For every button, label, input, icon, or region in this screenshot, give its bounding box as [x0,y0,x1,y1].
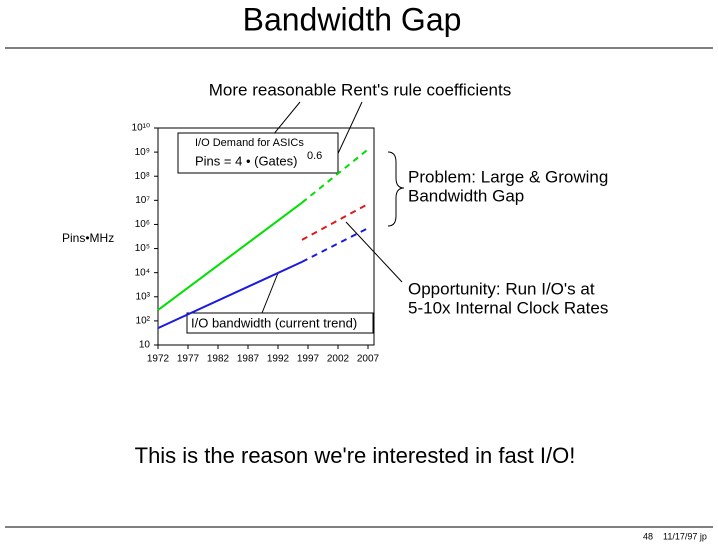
bracket [387,151,405,227]
y-axis-label: Pins•MHz [62,231,114,245]
series-line [301,203,369,241]
annotation: 0.6 [307,150,322,162]
series-line [157,201,303,311]
message: This is the reason we're interested in f… [135,443,576,468]
pointer [345,221,403,283]
annotation: 5-10x Internal Clock Rates [408,298,608,317]
annotation: Problem: Large & Growing [408,167,608,186]
series-line [301,148,369,204]
x-tick-label: 1982 [207,354,230,365]
annotation: Pins = 4 • (Gates) [195,153,297,168]
annotation: More reasonable Rent's rule coefficients [209,80,511,99]
x-tick-label: 1992 [267,354,290,365]
annotation-box [177,132,339,174]
y-tick-label: 10⁷ [135,195,150,206]
x-tick-label: 1987 [237,354,260,365]
x-tick-label: 2002 [327,354,350,365]
y-tick-label: 10⁴ [135,267,150,278]
annotation: Opportunity: Run I/O's at [408,279,595,298]
pointer [261,272,279,314]
footer: 11/17/97 jp [663,531,707,541]
plot-frame [157,127,375,346]
x-tick-label: 1997 [297,354,320,365]
series-line [301,227,369,263]
annotation-box [186,312,374,334]
pointer [334,101,363,161]
y-tick-label: 10² [136,316,151,327]
y-tick-label: 10⁹ [135,147,150,158]
y-tick-label: 10³ [136,291,151,302]
page-number: 48 [643,531,653,541]
x-tick-label: 2007 [357,354,380,365]
y-tick-label: 10⁵ [135,243,150,254]
y-tick-label: 10 [139,340,151,351]
x-tick-label: 1972 [147,354,170,365]
y-tick-label: 10⁶ [135,219,150,230]
series-line [157,260,303,330]
y-tick-label: 10⁸ [135,171,150,182]
slide-title: Bandwidth Gap [243,1,462,37]
x-tick-label: 1977 [177,354,200,365]
annotation: I/O bandwidth (current trend) [191,315,357,330]
annotation: I/O Demand for ASICs [195,137,304,149]
y-tick-label: 10¹⁰ [132,123,150,134]
annotation: Bandwidth Gap [408,186,524,205]
